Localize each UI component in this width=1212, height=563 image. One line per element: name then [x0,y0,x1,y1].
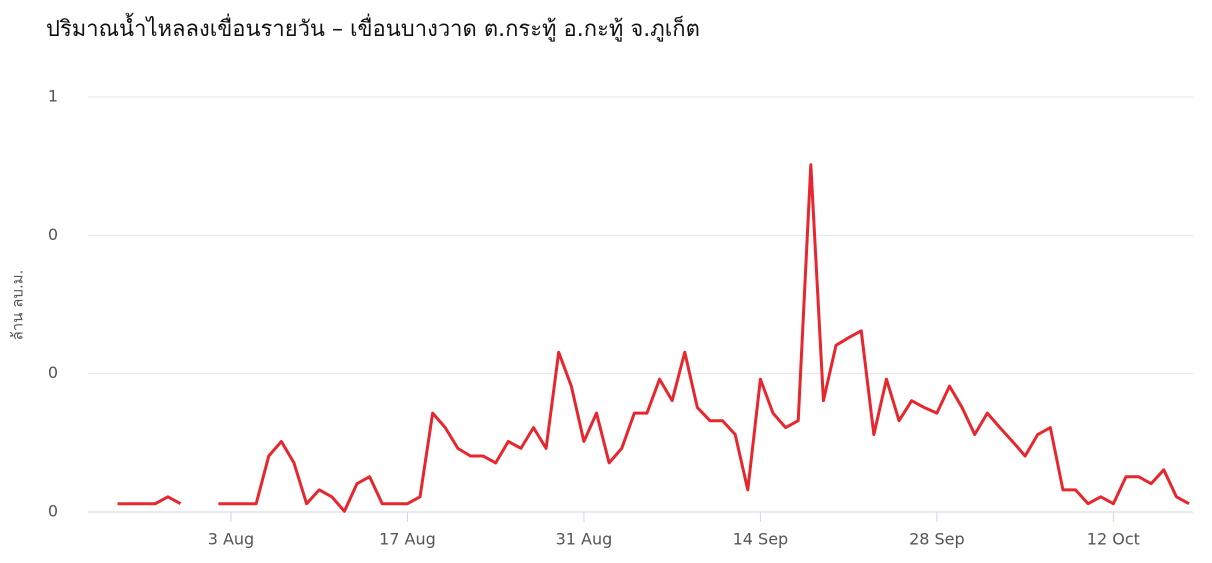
x-tick-label: 31 Aug [556,530,613,549]
data-line [117,495,182,506]
chart-title: ปริมาณน้ำไหลลงเขื่อนรายวัน – เขื่อนบางวา… [46,13,700,42]
x-tick-label: 12 Oct [1087,530,1140,549]
y-tick-label: 0 [48,225,58,244]
y-axis-label: ล้าน ลบ.ม. [9,270,27,341]
y-tick-label: 0 [48,363,58,382]
x-tick-label: 28 Sep [909,530,965,549]
y-tick-label: 1 [48,87,58,106]
x-tick-label: 17 Aug [379,530,436,549]
x-tick-label: 3 Aug [208,530,255,549]
y-tick-label: 0 [48,502,58,521]
x-tick-label: 14 Sep [733,530,789,549]
data-line [218,163,1190,513]
